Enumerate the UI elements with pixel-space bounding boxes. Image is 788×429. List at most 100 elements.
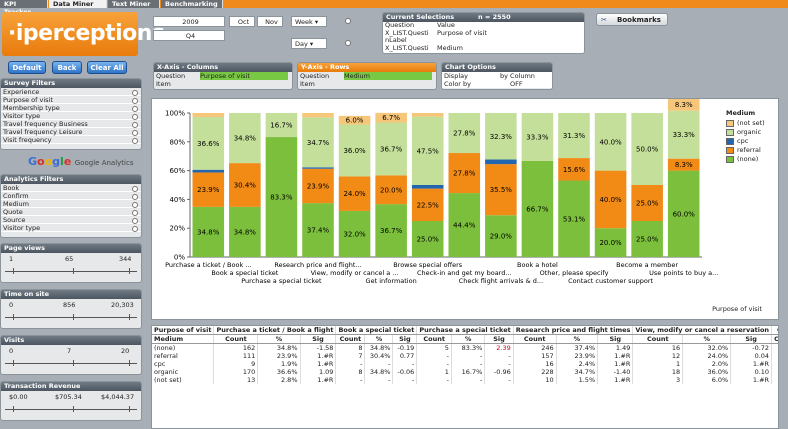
table-cell: 1.#R (730, 360, 773, 368)
quarter-select[interactable]: Q4 (153, 30, 225, 41)
table-group-header: Book a special ticket (335, 326, 418, 335)
display-select[interactable]: by Column (500, 72, 535, 80)
table-col-header: Sig (730, 334, 773, 344)
legend-item[interactable]: cpc (726, 137, 748, 145)
table-cell: 34.7% (556, 368, 599, 376)
bar-data-label: 30.4% (234, 182, 257, 190)
page-views-title: Page views (1, 244, 141, 253)
table-cell: 7 (335, 352, 366, 360)
time-on-site-mid: 856 (63, 301, 76, 309)
radio-day[interactable] (345, 40, 351, 46)
selection-row[interactable]: X_LIST.Questi Purpose of visit (385, 29, 584, 38)
survey-filters-title: Survey Filters (1, 79, 141, 88)
table-cell: organic (152, 368, 215, 376)
legend-item[interactable]: (not set) (726, 119, 765, 127)
survey-filter-item[interactable]: Membership type (1, 104, 141, 112)
table-col-header: Sig (300, 334, 337, 344)
x-tick-label: Book a special ticket (211, 269, 278, 277)
analytics-filter-item[interactable]: Medium (1, 200, 141, 208)
analytics-filter-item[interactable]: Source (1, 216, 141, 224)
period-week-select[interactable]: Week ▾ (291, 16, 327, 27)
period-day-select[interactable]: Day ▾ (291, 38, 327, 49)
legend-item[interactable]: organic (726, 128, 761, 136)
table-col-header: % (682, 334, 732, 344)
bar-data-label: 6.7% (382, 114, 400, 122)
bookmarks-button[interactable]: ✂ Bookmarks (596, 13, 668, 26)
table-col-header: % (364, 334, 394, 344)
survey-filter-item[interactable]: Visit frequency (1, 136, 141, 144)
bar-segment (302, 117, 334, 168)
color-by-select[interactable]: OFF (510, 80, 523, 88)
bar-data-label: 32.0% (343, 230, 366, 238)
bar-segment (302, 203, 334, 257)
table-cell: 1.#R (597, 360, 634, 368)
bar-segment (594, 170, 627, 229)
bar-data-label: 83.3% (270, 194, 293, 202)
table-cell: 34.8% (364, 343, 394, 352)
selection-row[interactable]: X_LIST.Questi Medium (385, 44, 584, 53)
selection-row[interactable]: nLabel (385, 36, 584, 45)
table-cell: 10 (513, 376, 557, 384)
time-on-site-title: Time on site (1, 290, 141, 299)
legend-label: organic (737, 128, 762, 136)
x-tick-label: Purchase a ticket / Book ... (165, 261, 251, 269)
bar-segment (192, 169, 225, 173)
table-row[interactable]: organic 170 36.6% 1.09 8 34.8% -0.06 1 16.7% -0.9… (152, 368, 778, 376)
row-header-purpose: Purpose of visit (152, 326, 215, 335)
bar-data-label: 50.0% (636, 146, 659, 154)
table-row[interactable]: referral 111 23.9% 1.#R 7 30.4% 0.77- - -157 23.9… (152, 352, 778, 360)
bar-data-label: 33.3% (673, 131, 696, 139)
tab-data-miner[interactable]: Data Miner (49, 0, 107, 8)
table-group-header: Purchase a special ticket (416, 326, 514, 335)
y-axis-question-value[interactable]: Medium (344, 72, 432, 80)
back-button[interactable]: Back (52, 61, 82, 74)
analytics-filter-item[interactable]: Book (1, 184, 141, 192)
tab-text-miner[interactable]: Text Miner (108, 0, 160, 8)
survey-filter-item[interactable]: Purpose of visit (1, 96, 141, 104)
legend-item[interactable]: (none) (726, 155, 758, 163)
month-oct-select[interactable]: Oct (229, 16, 255, 27)
tab-kpi-tracker[interactable]: KPI Tracker (0, 0, 48, 16)
table-cell: 16 (632, 343, 684, 352)
bar-segment (448, 193, 481, 257)
default-button[interactable]: Default (8, 61, 46, 74)
table-cell: 30.4% (364, 352, 394, 360)
page-views-panel: Page views 1 65 344 (0, 243, 142, 283)
survey-filter-item[interactable]: Visitor type (1, 112, 141, 120)
bar-segment (631, 185, 663, 221)
month-nov-select[interactable]: Nov (257, 16, 283, 27)
analytics-filter-item[interactable]: Quote (1, 208, 141, 216)
y-tick-label: 20% (169, 225, 185, 233)
table-col-header: Count (335, 334, 366, 344)
table-col-header: Count (513, 334, 557, 344)
clear-all-button[interactable]: Clear All (87, 61, 127, 74)
bar-segment (558, 158, 590, 181)
x-axis-question-value[interactable]: Purpose of visit (200, 72, 288, 80)
survey-filter-item[interactable]: Travel frequency Leisure (1, 128, 141, 136)
page-views-slider[interactable] (5, 268, 137, 274)
table-row[interactable]: cpc91.9%1.#R------162.4%1.#R12.0%1.#R13.… (152, 360, 778, 368)
bar-data-label: 66.7% (526, 205, 549, 213)
analytics-filter-item[interactable]: Confirm (1, 192, 141, 200)
table-cell: 8 (335, 343, 366, 352)
bar-segment (448, 153, 481, 194)
tab-benchmarking[interactable]: Benchmarking (161, 0, 223, 8)
visits-slider[interactable] (5, 360, 137, 366)
x-tick-label: Check flight arrivals & d... (459, 277, 543, 285)
table-cell: 2.0% (682, 360, 732, 368)
x-tick-label: Use points to buy a... (649, 269, 718, 277)
table-cell: 162 (213, 343, 259, 352)
analytics-filter-item[interactable]: Visitor type (1, 224, 141, 232)
time-on-site-slider[interactable] (5, 314, 137, 320)
radio-week[interactable] (345, 18, 351, 24)
table-row[interactable]: (not set) 13 2.8% 1.#R - - - - - -10 1.5% 1.#R 3 6.0%… (152, 376, 778, 384)
bar-data-label: 36.7% (380, 227, 403, 235)
bar-segment (375, 204, 407, 257)
survey-filter-item[interactable]: Experience (1, 88, 141, 96)
revenue-slider[interactable] (5, 406, 137, 412)
survey-filter-item[interactable]: Travel frequency Business (1, 120, 141, 128)
year-select[interactable]: 2009 (153, 16, 225, 27)
legend-item[interactable]: referral (726, 146, 761, 154)
x-tick-label: Purchase a special ticket (241, 277, 322, 285)
table-row[interactable]: (none) 162 34.8% -1.58 8 34.8% -0.19 5 83.3% 2.39… (152, 343, 778, 352)
